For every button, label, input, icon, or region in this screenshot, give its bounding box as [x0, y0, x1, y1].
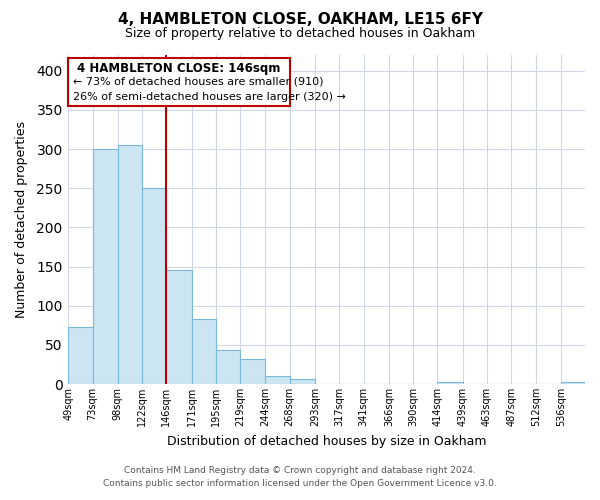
Bar [142, 188, 166, 384]
Bar [437, 382, 463, 384]
Text: ← 73% of detached houses are smaller (910): ← 73% of detached houses are smaller (91… [73, 76, 324, 86]
FancyBboxPatch shape [68, 58, 290, 106]
Y-axis label: Number of detached properties: Number of detached properties [15, 121, 28, 318]
Bar [68, 327, 92, 384]
Bar [240, 359, 265, 384]
Bar [265, 376, 290, 384]
Text: 26% of semi-detached houses are larger (320) →: 26% of semi-detached houses are larger (… [73, 92, 346, 102]
Bar [290, 380, 315, 384]
Bar [216, 350, 240, 384]
Text: Size of property relative to detached houses in Oakham: Size of property relative to detached ho… [125, 28, 475, 40]
Text: 4, HAMBLETON CLOSE, OAKHAM, LE15 6FY: 4, HAMBLETON CLOSE, OAKHAM, LE15 6FY [118, 12, 482, 28]
Text: 4 HAMBLETON CLOSE: 146sqm: 4 HAMBLETON CLOSE: 146sqm [77, 62, 281, 75]
Bar [118, 145, 142, 384]
Bar [92, 149, 118, 384]
Bar [561, 382, 585, 384]
X-axis label: Distribution of detached houses by size in Oakham: Distribution of detached houses by size … [167, 434, 487, 448]
Bar [166, 270, 191, 384]
Bar [191, 319, 216, 384]
Text: Contains HM Land Registry data © Crown copyright and database right 2024.
Contai: Contains HM Land Registry data © Crown c… [103, 466, 497, 487]
